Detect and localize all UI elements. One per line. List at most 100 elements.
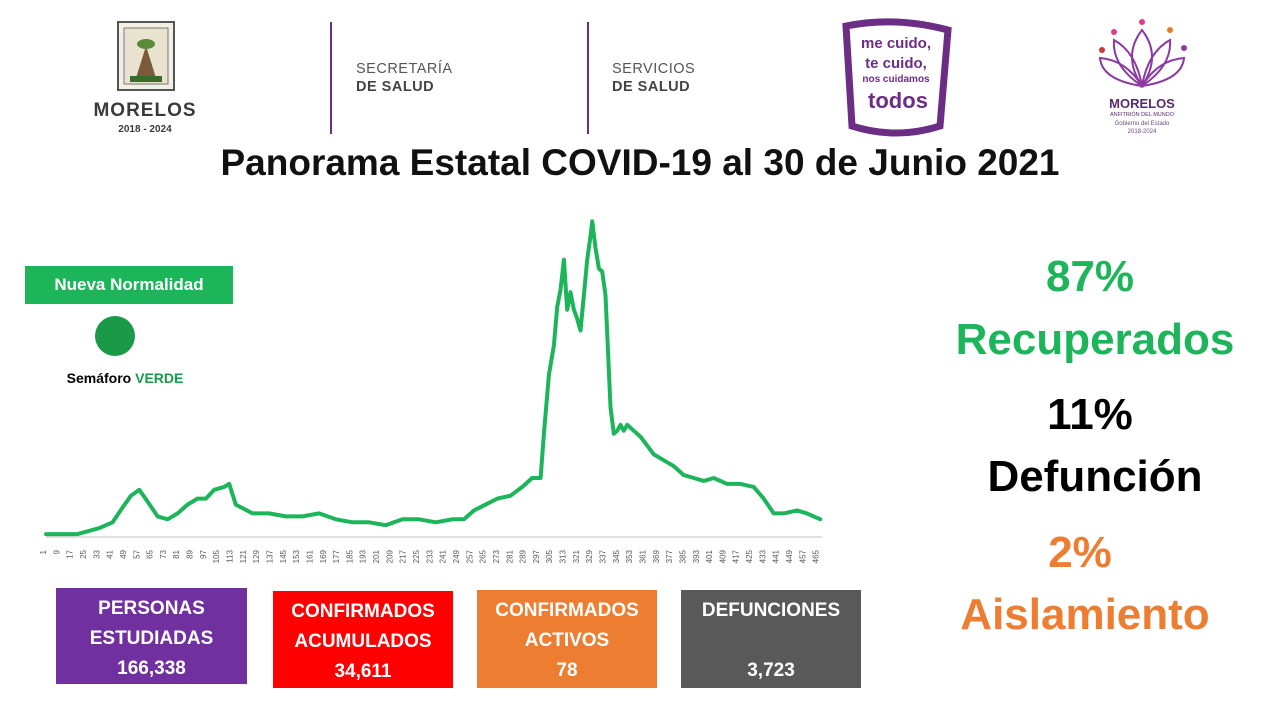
- x-tick-label: 361: [638, 549, 647, 563]
- x-tick-label: 177: [332, 549, 341, 563]
- svg-text:2018-2024: 2018-2024: [1128, 129, 1157, 135]
- x-tick-label: 425: [745, 549, 754, 563]
- x-tick-label: 169: [319, 549, 328, 563]
- svg-text:MORELOS: MORELOS: [1109, 96, 1175, 111]
- x-tick-label: 153: [292, 549, 301, 563]
- x-tick-label: 281: [505, 549, 514, 563]
- defuncion-label: Defunción: [987, 452, 1203, 501]
- aislamiento-label: Aislamiento: [960, 590, 1210, 639]
- svg-text:nos cuidamos: nos cuidamos: [862, 74, 930, 85]
- x-tick-label: 201: [372, 549, 381, 563]
- x-tick-label: 401: [705, 549, 714, 563]
- x-tick-label: 105: [212, 549, 221, 563]
- box-value: 166,338: [117, 658, 186, 679]
- state-logo-name: MORELOS: [93, 100, 197, 121]
- defunciones-box: DEFUNCIONES 3,723: [681, 590, 861, 688]
- x-tick-label: 337: [599, 549, 608, 563]
- x-tick-label: 441: [772, 549, 781, 563]
- x-tick-label: 249: [452, 549, 461, 563]
- confirmados-acumulados-box: CONFIRMADOS ACUMULADOS 34,611: [273, 591, 453, 688]
- covid-active-cases-chart: 19 17 25 33 41 49 57 65 73 81 89 97 105 113 121 129 137 1…: [40, 219, 823, 563]
- box-label-line1: PERSONAS: [98, 598, 205, 619]
- x-tick-label: 433: [758, 549, 767, 563]
- x-tick-label: 73: [159, 549, 168, 558]
- x-tick-label: 57: [132, 549, 141, 558]
- state-logo-years: 2018 - 2024: [118, 124, 172, 135]
- semaforo-label: Semáforo: [66, 370, 132, 386]
- x-tick-label: 217: [399, 549, 408, 563]
- x-tick-label: 289: [519, 549, 528, 563]
- x-tick-label: 137: [265, 549, 274, 563]
- x-tick-label: 33: [92, 549, 101, 558]
- semaforo-value: VERDE: [135, 370, 184, 386]
- morelos-coat-of-arms-icon: [117, 21, 175, 91]
- x-tick-label: 129: [252, 549, 261, 563]
- defuncion-percent: 11%: [1047, 390, 1133, 439]
- recuperados-label: Recuperados: [955, 315, 1235, 364]
- x-tick-label: 297: [532, 549, 541, 563]
- department-line1: SERVICIOS: [612, 61, 696, 77]
- x-tick-label: 385: [678, 549, 687, 563]
- x-tick-label: 329: [585, 549, 594, 563]
- x-tick-label: 65: [146, 549, 155, 558]
- x-tick-label: 273: [492, 549, 501, 563]
- x-tick-label: 97: [199, 549, 208, 558]
- x-tick-label: 233: [425, 549, 434, 563]
- x-tick-label: 145: [279, 549, 288, 563]
- x-tick-label: 465: [812, 549, 821, 563]
- x-tick-label: 121: [239, 549, 248, 563]
- personas-estudiadas-box: PERSONAS ESTUDIADAS 166,338: [56, 588, 247, 684]
- series-line: [44, 219, 823, 537]
- nueva-normalidad-badge: Nueva Normalidad: [25, 266, 233, 304]
- confirmados-activos-box: CONFIRMADOS ACTIVOS 78: [477, 590, 657, 688]
- x-tick-label: 377: [665, 549, 674, 563]
- x-tick-label: 393: [692, 549, 701, 563]
- x-tick-label: 49: [119, 549, 128, 558]
- box-label-line1: CONFIRMADOS: [495, 600, 639, 621]
- x-tick-label: 161: [305, 549, 314, 563]
- aislamiento-percent: 2%: [1048, 528, 1112, 577]
- svg-text:todos: todos: [868, 88, 928, 113]
- x-tick-label: 321: [572, 549, 581, 563]
- svg-text:te cuido,: te cuido,: [865, 55, 927, 72]
- page-title: Panorama Estatal COVID-19 al 30 de Junio…: [220, 142, 1060, 183]
- x-tick-label: 369: [652, 549, 661, 563]
- x-tick-label: 209: [385, 549, 394, 563]
- svg-text:me cuido,: me cuido,: [861, 35, 931, 52]
- x-tick-label: 25: [79, 549, 88, 558]
- box-value: 3,723: [747, 660, 795, 681]
- department-secretaria: SECRETARÍA DE SALUD: [356, 60, 453, 96]
- department-line1: SECRETARÍA: [356, 61, 453, 77]
- box-label-line2: ACTIVOS: [524, 630, 610, 651]
- x-tick-label: 409: [718, 549, 727, 563]
- x-tick-label: 457: [798, 549, 807, 563]
- x-tick-label: 313: [559, 549, 568, 563]
- box-label-line1: DEFUNCIONES: [701, 600, 841, 621]
- svg-text:Gobierno del Estado: Gobierno del Estado: [1115, 121, 1170, 127]
- x-tick-labels: 19 17 25 33 41 49 57 65 73 81 89 97 105 113 121 129 137 1…: [40, 549, 821, 563]
- semaforo-status: Semáforo VERDE: [30, 370, 220, 386]
- x-tick-label: 89: [186, 549, 195, 558]
- x-tick-label: 345: [612, 549, 621, 563]
- header-divider: [330, 22, 332, 134]
- svg-text:ANFITRIÓN DEL MUNDO: ANFITRIÓN DEL MUNDO: [1110, 111, 1175, 118]
- header-divider: [587, 22, 589, 134]
- box-value: 34,611: [334, 661, 392, 682]
- x-tick-label: 9: [52, 549, 61, 554]
- x-tick-label: 417: [732, 549, 741, 563]
- x-tick-label: 241: [439, 549, 448, 563]
- box-spacer: [681, 626, 861, 656]
- morelos-government-logo-icon: MORELOS ANFITRIÓN DEL MUNDO Gobierno del…: [1098, 19, 1187, 135]
- box-label-line2: ACUMULADOS: [294, 631, 432, 652]
- x-tick-label: 1: [40, 549, 48, 554]
- x-tick-label: 353: [625, 549, 634, 563]
- x-tick-label: 113: [226, 549, 235, 562]
- department-servicios: SERVICIOS DE SALUD: [612, 60, 695, 96]
- traffic-light-green-icon: [95, 316, 135, 356]
- x-tick-label: 449: [785, 549, 794, 563]
- x-tick-label: 81: [172, 549, 181, 558]
- x-tick-label: 41: [106, 549, 115, 558]
- recuperados-percent: 87%: [1045, 252, 1135, 301]
- x-tick-label: 193: [359, 549, 368, 563]
- box-label-line1: CONFIRMADOS: [291, 601, 435, 622]
